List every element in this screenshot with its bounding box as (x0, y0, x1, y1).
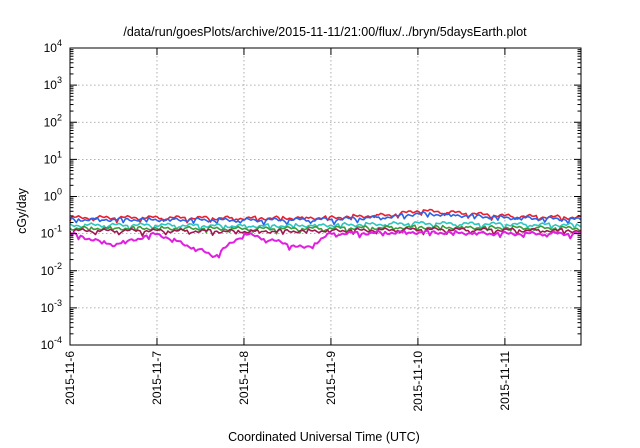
series-line (69, 226, 582, 237)
series-line (69, 229, 582, 259)
y-axis: 10-4 10-3 10-2 10-1 100 101 102 103 104 (41, 38, 581, 352)
x-tick-label: 2015-11-8 (237, 351, 251, 405)
series-line (69, 210, 582, 226)
y-axis-label: cGy/day (15, 187, 29, 234)
y-tick-label: 101 (44, 149, 62, 166)
x-tick-label: 2015-11-6 (63, 351, 77, 405)
x-tick-label: 2015-11-9 (324, 351, 338, 405)
y-tick-label: 104 (44, 38, 62, 55)
x-axis: 2015-11-6 2015-11-7 2015-11-8 2015-11-9 2015… (63, 48, 512, 412)
gridlines (70, 48, 581, 345)
x-axis-label: Coordinated Universal Time (UTC) (228, 430, 420, 444)
y-tick-label: 10-2 (41, 261, 62, 278)
chart-title: /data/run/goesPlots/archive/2015-11-11/2… (123, 25, 527, 39)
y-tick-label: 103 (44, 75, 62, 92)
x-tick-label: 2015-11-10 (411, 351, 425, 412)
x-tick-label: 2015-11-7 (150, 351, 164, 405)
y-tick-label: 100 (44, 187, 62, 204)
x-tick-label: 2015-11-11 (498, 351, 512, 411)
series-line (69, 224, 582, 235)
y-tick-label: 10-1 (41, 224, 62, 241)
series-line (69, 220, 582, 232)
y-tick-label: 102 (44, 112, 62, 129)
y-tick-label: 10-4 (41, 335, 62, 352)
series-line (69, 208, 582, 224)
y-tick-label: 10-3 (41, 298, 62, 315)
series-layer (69, 208, 582, 259)
